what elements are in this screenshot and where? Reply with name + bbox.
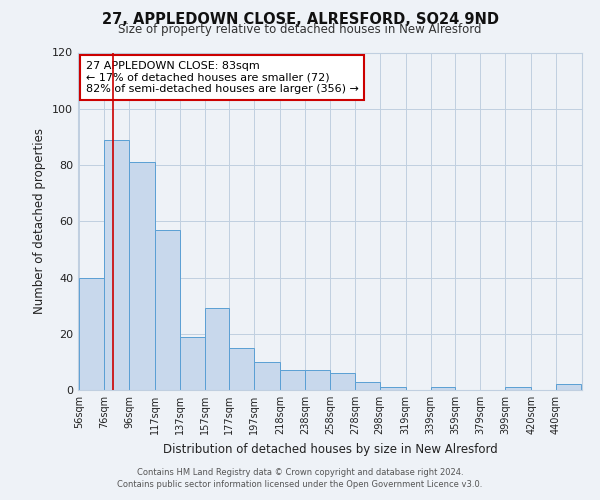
Bar xyxy=(229,348,254,390)
Bar xyxy=(431,387,455,390)
Bar xyxy=(380,387,406,390)
Bar xyxy=(129,162,155,390)
Bar xyxy=(180,336,205,390)
Bar xyxy=(330,373,355,390)
Text: 27 APPLEDOWN CLOSE: 83sqm
← 17% of detached houses are smaller (72)
82% of semi-: 27 APPLEDOWN CLOSE: 83sqm ← 17% of detac… xyxy=(86,61,358,94)
Bar xyxy=(280,370,305,390)
Bar xyxy=(104,140,129,390)
Text: Size of property relative to detached houses in New Alresford: Size of property relative to detached ho… xyxy=(118,22,482,36)
Bar xyxy=(155,230,180,390)
Bar xyxy=(205,308,229,390)
Bar xyxy=(79,278,104,390)
Bar xyxy=(305,370,330,390)
Bar xyxy=(254,362,280,390)
Bar xyxy=(556,384,581,390)
Bar xyxy=(355,382,380,390)
Text: Contains HM Land Registry data © Crown copyright and database right 2024.
Contai: Contains HM Land Registry data © Crown c… xyxy=(118,468,482,489)
Bar xyxy=(505,387,531,390)
Y-axis label: Number of detached properties: Number of detached properties xyxy=(34,128,46,314)
X-axis label: Distribution of detached houses by size in New Alresford: Distribution of detached houses by size … xyxy=(163,442,497,456)
Text: 27, APPLEDOWN CLOSE, ALRESFORD, SO24 9ND: 27, APPLEDOWN CLOSE, ALRESFORD, SO24 9ND xyxy=(101,12,499,28)
